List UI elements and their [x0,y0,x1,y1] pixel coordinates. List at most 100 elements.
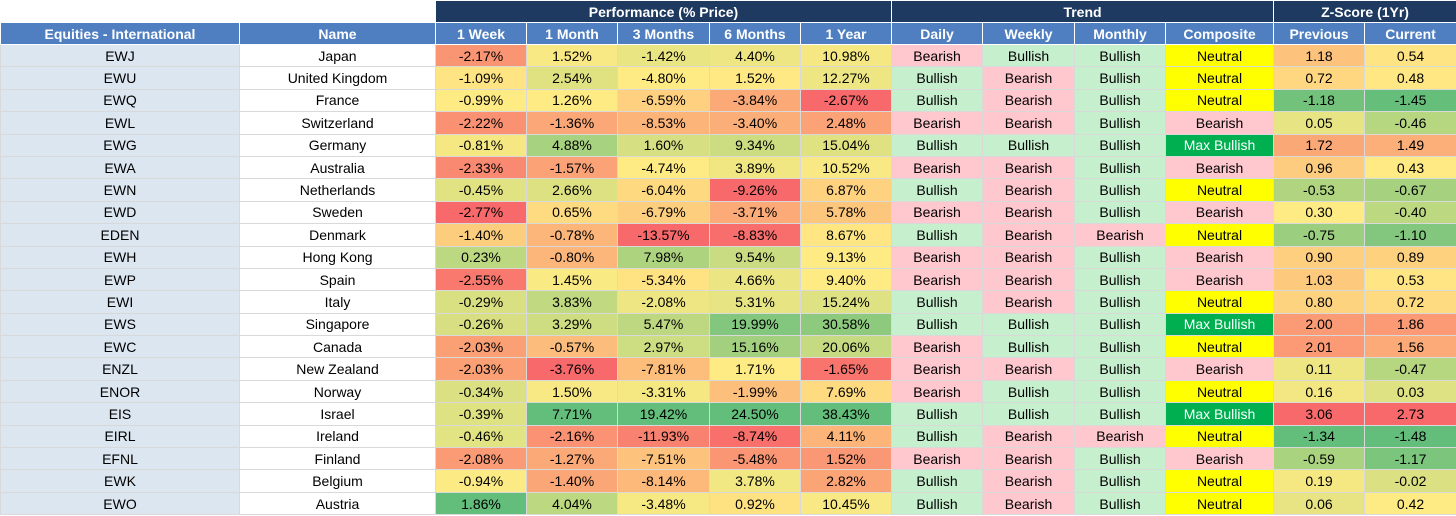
cell-1month: 3.83% [526,290,618,314]
cell-name: New Zealand [239,357,436,381]
cell-trend-daily: Bearish [891,267,984,292]
cell-name: Belgium [239,469,436,493]
cell-ticker: EWH [0,245,240,269]
cell-3months: -13.57% [617,223,710,247]
cell-trend-daily: Bullish [891,88,984,113]
cell-1month: 1.45% [526,267,618,292]
cell-name: Norway [239,379,436,404]
cell-1week: -2.17% [435,43,527,68]
cell-ticker: EWA [0,155,240,180]
table-row: EWG Germany -0.81% 4.88% 1.60% 9.34% 15.04% Bul… [0,133,1456,157]
cell-trend-composite: Max Bullish [1165,133,1275,157]
cell-zscore-previous: 0.11 [1273,357,1366,381]
cell-trend-monthly: Bullish [1074,133,1167,157]
cell-trend-composite: Neutral [1165,88,1275,113]
cell-1year: -1.65% [799,357,893,381]
cell-1year: 1.52% [799,447,893,471]
cell-trend-composite: Neutral [1165,178,1275,202]
col-3months: 3 Months [617,22,710,45]
cell-trend-daily: Bearish [891,335,984,359]
cell-trend-monthly: Bearish [1074,424,1167,449]
cell-trend-monthly: Bullish [1074,200,1167,225]
table-row: EWJ Japan -2.17% 1.52% -1.42% 4.40% 10.98% Bear… [0,43,1456,68]
cell-6months: -3.40% [709,111,801,135]
cell-zscore-previous: 0.80 [1273,290,1366,314]
cell-1week: -0.29% [435,290,527,314]
col-previous: Previous [1273,22,1366,45]
cell-1week: -2.22% [435,111,527,135]
cell-zscore-current: -1.45 [1364,88,1456,113]
cell-zscore-previous: 1.18 [1273,43,1366,68]
cell-zscore-previous: 0.05 [1273,111,1366,135]
cell-zscore-previous: -0.53 [1273,178,1366,202]
cell-3months: -2.08% [617,290,710,314]
cell-3months: -6.59% [617,88,710,113]
cell-trend-weekly: Bullish [982,43,1076,68]
cell-zscore-current: -0.67 [1364,178,1456,202]
cell-6months: -9.26% [709,178,801,202]
cell-trend-daily: Bullish [891,312,984,337]
cell-1month: 1.26% [526,88,618,113]
cell-3months: 1.60% [617,133,710,157]
cell-6months: -3.84% [709,88,801,113]
cell-trend-monthly: Bullish [1074,357,1167,381]
cell-1week: -0.81% [435,133,527,157]
cell-6months: 1.71% [709,357,801,381]
cell-3months: -8.53% [617,111,710,135]
cell-3months: -6.79% [617,200,710,225]
cell-1year: 20.06% [799,335,893,359]
cell-zscore-current: 0.43 [1364,155,1456,180]
cell-3months: -3.31% [617,379,710,404]
cell-ticker: EIS [0,402,240,426]
cell-6months: -3.71% [709,200,801,225]
col-name: Name [239,22,436,45]
cell-1month: -0.57% [526,335,618,359]
cell-trend-monthly: Bullish [1074,447,1167,471]
cell-trend-monthly: Bullish [1074,379,1167,404]
cell-6months: 1.52% [709,66,801,90]
cell-trend-weekly: Bullish [982,402,1076,426]
cell-trend-weekly: Bearish [982,88,1076,113]
cell-1year: 8.67% [799,223,893,247]
cell-1month: -0.78% [526,223,618,247]
table-row: EWH Hong Kong 0.23% -0.80% 7.98% 9.54% 9.13% Be… [0,245,1456,269]
col-ticker: Equities - International [0,22,240,45]
cell-1year: -2.67% [799,88,893,113]
cell-1year: 5.78% [799,200,893,225]
cell-ticker: EWL [0,111,240,135]
group-performance: Performance (% Price) [434,0,893,23]
cell-name: Netherlands [239,178,436,202]
cell-1month: -1.27% [526,447,618,471]
cell-trend-weekly: Bullish [982,335,1076,359]
cell-trend-monthly: Bullish [1074,66,1167,90]
cell-6months: 19.99% [709,312,801,337]
cell-zscore-current: 0.03 [1364,379,1456,404]
cell-ticker: EWI [0,290,240,314]
cell-trend-composite: Neutral [1165,66,1275,90]
table-row: EWP Spain -2.55% 1.45% -5.34% 4.66% 9.40% Beari… [0,267,1456,292]
cell-1year: 2.82% [799,469,893,493]
col-6months: 6 Months [709,22,801,45]
cell-6months: 4.40% [709,43,801,68]
cell-trend-monthly: Bullish [1074,335,1167,359]
cell-1week: -2.08% [435,447,527,471]
cell-name: Finland [239,447,436,471]
cell-1year: 30.58% [799,312,893,337]
cell-trend-weekly: Bearish [982,491,1076,516]
cell-zscore-current: -1.17 [1364,447,1456,471]
cell-ticker: EWG [0,133,240,157]
cell-trend-daily: Bearish [891,447,984,471]
col-current: Current [1364,22,1456,45]
cell-zscore-current: -0.02 [1364,469,1456,493]
cell-trend-monthly: Bullish [1074,491,1167,516]
cell-trend-composite: Neutral [1165,491,1275,516]
cell-ticker: EWS [0,312,240,337]
cell-trend-composite: Neutral [1165,469,1275,493]
cell-zscore-current: -1.48 [1364,424,1456,449]
cell-3months: 19.42% [617,402,710,426]
cell-trend-daily: Bearish [891,245,984,269]
col-1year: 1 Year [799,22,893,45]
cell-trend-daily: Bearish [891,357,984,381]
cell-trend-monthly: Bullish [1074,469,1167,493]
cell-3months: -1.42% [617,43,710,68]
